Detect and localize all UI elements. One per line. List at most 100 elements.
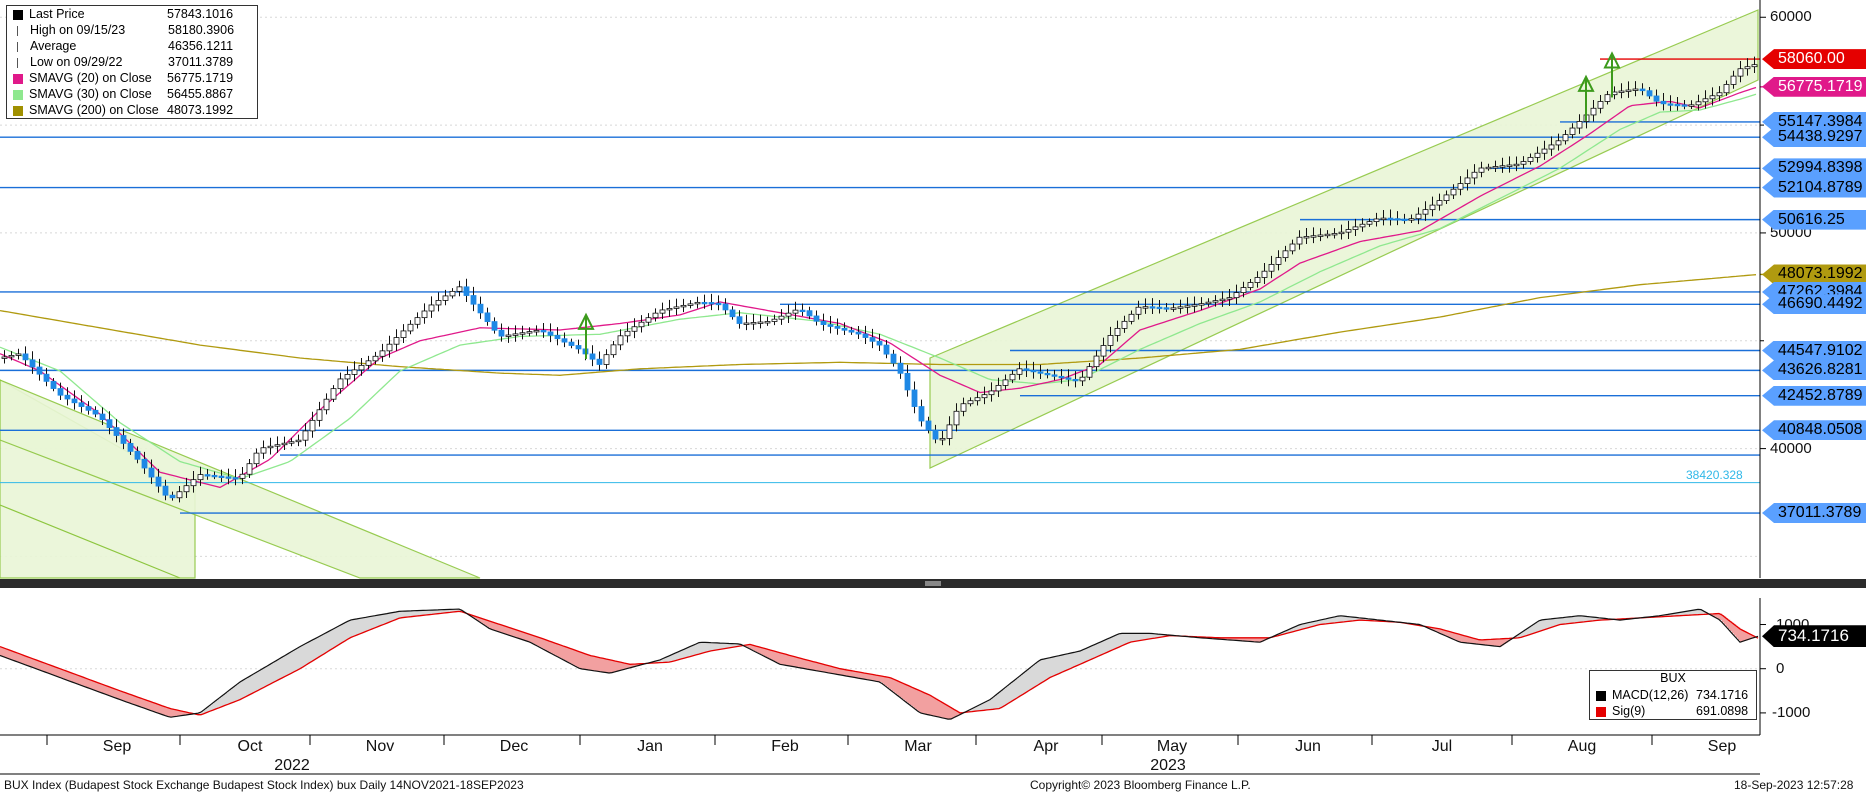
candle bbox=[379, 350, 386, 357]
macd-hist-fill bbox=[658, 660, 661, 663]
macd-hist-fill bbox=[576, 650, 579, 667]
macd-hist-fill bbox=[1236, 637, 1239, 641]
macd-hist-fill bbox=[864, 672, 867, 680]
candle bbox=[995, 385, 1002, 392]
macd-hist-fill bbox=[62, 669, 65, 679]
macd-hist-fill bbox=[402, 611, 405, 618]
macd-hist-fill bbox=[526, 633, 529, 641]
macd-hist-fill bbox=[1326, 618, 1329, 624]
macd-hist-fill bbox=[992, 698, 995, 710]
macd-hist-fill bbox=[1130, 633, 1133, 643]
macd-hist-fill bbox=[1040, 659, 1043, 684]
macd-hist-fill bbox=[1750, 634, 1753, 639]
candle bbox=[617, 335, 624, 346]
macd-hist-fill bbox=[556, 643, 559, 656]
macd-hist-fill bbox=[1258, 637, 1261, 643]
macd-hist-fill bbox=[1060, 655, 1063, 674]
macd-hist-fill bbox=[1738, 627, 1741, 640]
macd-hist-fill bbox=[1356, 617, 1359, 621]
macd-hist-fill bbox=[1748, 633, 1751, 640]
candle bbox=[960, 403, 967, 412]
macd-hist-fill bbox=[1360, 617, 1363, 621]
macd-legend-swatch-icon bbox=[1596, 690, 1606, 701]
macd-hist-fill bbox=[728, 643, 731, 649]
macd-hist-fill bbox=[836, 667, 839, 675]
macd-hist-fill bbox=[42, 662, 45, 671]
macd-hist-fill bbox=[370, 616, 373, 630]
candle bbox=[183, 485, 190, 493]
x-tick-label: Feb bbox=[771, 738, 799, 755]
macd-hist-fill bbox=[1584, 616, 1587, 622]
candle bbox=[1576, 121, 1583, 129]
macd-hist-fill bbox=[220, 697, 223, 708]
macd-hist-fill bbox=[754, 645, 757, 652]
macd-hist-fill bbox=[334, 628, 337, 648]
candle bbox=[449, 290, 456, 297]
macd-legend-value: 734.1716 bbox=[1696, 688, 1749, 702]
macd-hist-fill bbox=[260, 670, 263, 690]
candle bbox=[1009, 373, 1016, 381]
macd-hist-fill bbox=[1336, 616, 1339, 623]
macd-hist-fill bbox=[1364, 618, 1367, 621]
macd-hist-fill bbox=[212, 703, 215, 711]
macd-hist-fill bbox=[1084, 649, 1087, 663]
macd-hist-fill bbox=[1432, 627, 1435, 630]
macd-hist-fill bbox=[1350, 616, 1353, 622]
macd-hist-fill bbox=[166, 707, 169, 716]
macd-hist-fill bbox=[808, 660, 811, 670]
macd-hist-fill bbox=[244, 679, 247, 698]
macd-hist-fill bbox=[1524, 630, 1527, 637]
candle bbox=[694, 301, 701, 305]
macd-hist-fill bbox=[172, 708, 175, 718]
macd-hist-fill bbox=[140, 697, 143, 707]
macd-hist-fill bbox=[118, 690, 121, 699]
candle bbox=[946, 424, 953, 439]
macd-hist-fill bbox=[1110, 637, 1113, 652]
candle bbox=[393, 337, 400, 345]
macd-hist-fill bbox=[452, 609, 455, 613]
macd-hist-fill bbox=[494, 622, 497, 631]
y-tick-label: 40000 bbox=[1770, 439, 1812, 457]
macd-hist-fill bbox=[662, 658, 665, 663]
x-year-label: 2023 bbox=[1150, 757, 1186, 774]
macd-hist-fill bbox=[626, 663, 629, 669]
macd-legend-name: Sig(9) bbox=[1612, 704, 1646, 718]
macd-hist-fill bbox=[1054, 656, 1057, 676]
level-badge: 55147.3984 bbox=[1762, 111, 1866, 132]
macd-hist-fill bbox=[872, 674, 875, 681]
macd-hist-fill bbox=[74, 673, 77, 683]
legend-swatch-icon bbox=[17, 57, 22, 68]
macd-hist-fill bbox=[1448, 631, 1451, 637]
macd-hist-fill bbox=[854, 671, 857, 678]
macd-hist-fill bbox=[750, 644, 753, 650]
up-arrow-head bbox=[1577, 74, 1595, 92]
macd-hist-fill bbox=[1534, 624, 1537, 634]
macd-hist-fill bbox=[1374, 619, 1377, 621]
macd-hist-fill bbox=[1318, 620, 1321, 626]
candle bbox=[1520, 161, 1527, 165]
macd-hist-fill bbox=[694, 644, 697, 656]
macd-hist-fill bbox=[480, 617, 483, 623]
macd-hist-fill bbox=[850, 670, 853, 677]
x-tick-label: Apr bbox=[1033, 738, 1059, 755]
candle bbox=[29, 359, 36, 368]
macd-hist-fill bbox=[1502, 638, 1505, 646]
macd-hist-fill bbox=[768, 649, 771, 659]
macd-hist-fill bbox=[654, 661, 657, 663]
macd-hist-fill bbox=[1106, 639, 1109, 653]
macd-hist-fill bbox=[596, 656, 599, 672]
candle bbox=[1100, 345, 1107, 357]
candle bbox=[22, 353, 29, 361]
macd-hist-fill bbox=[1452, 632, 1455, 639]
macd-hist-fill bbox=[886, 676, 889, 687]
macd-hist-fill bbox=[860, 672, 863, 679]
legend-name: SMAVG (200) on Close bbox=[29, 103, 159, 117]
macd-legend-row: Sig(9) 691.0898 bbox=[1590, 703, 1756, 719]
candle bbox=[197, 474, 204, 481]
macd-hist-fill bbox=[686, 648, 689, 658]
candle bbox=[288, 441, 295, 444]
macd-hist-fill bbox=[500, 624, 503, 633]
macd-plot bbox=[0, 598, 1766, 775]
macd-hist-fill bbox=[1012, 682, 1015, 702]
macd-hist-fill bbox=[998, 693, 1001, 709]
